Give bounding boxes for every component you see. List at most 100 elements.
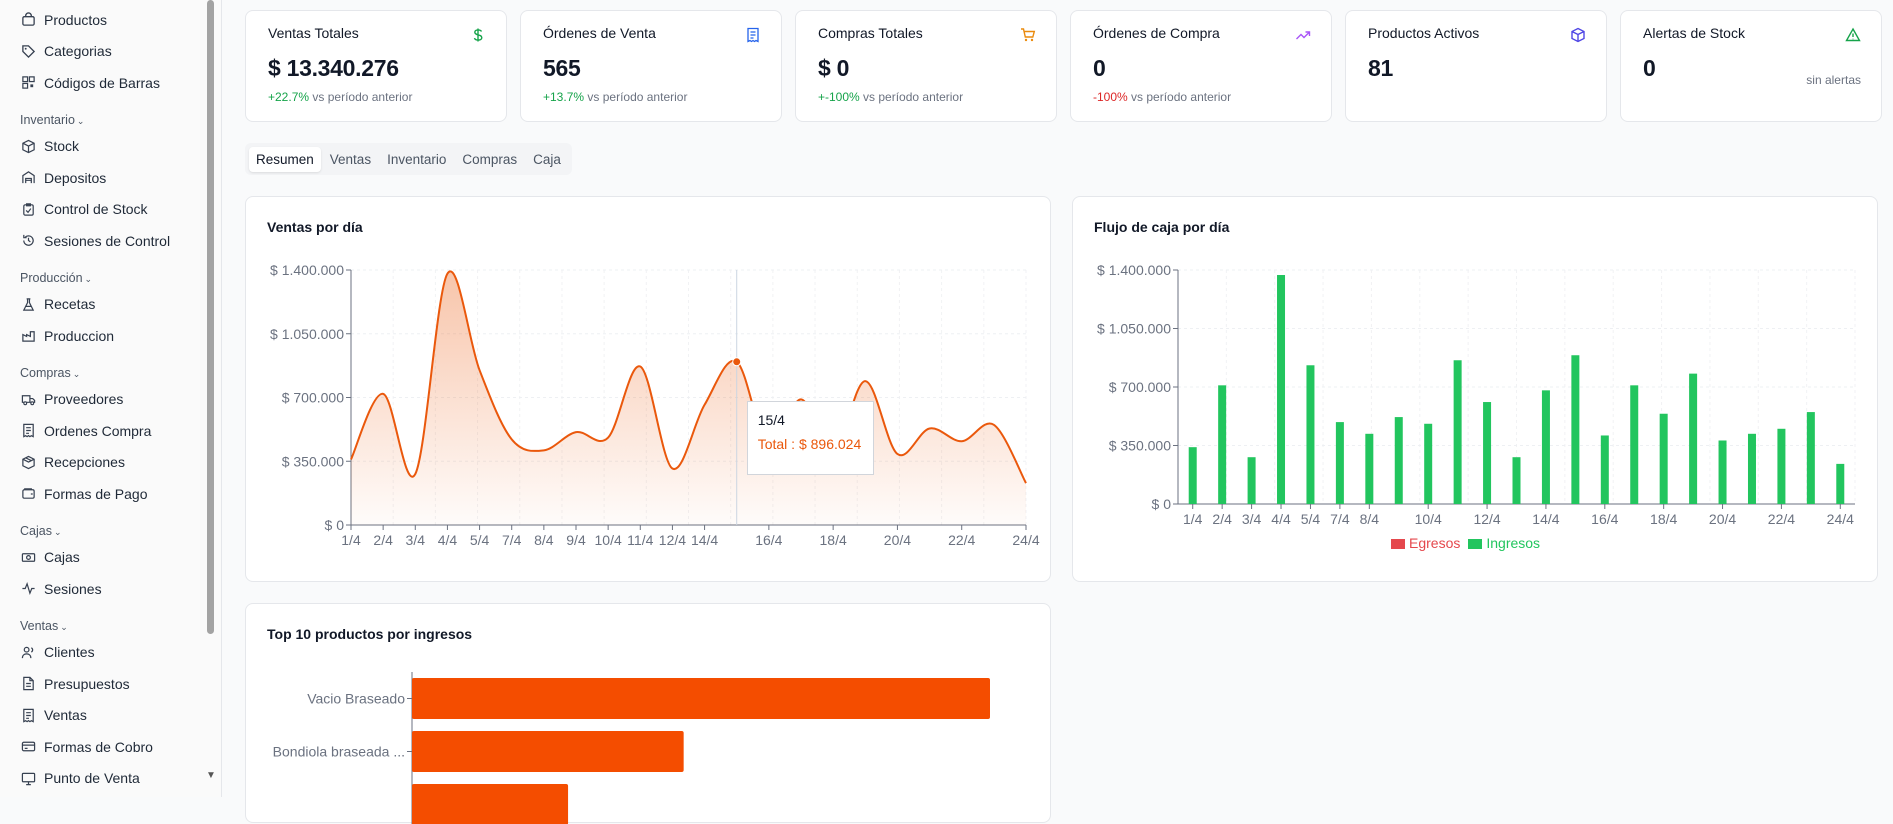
cash-bar-ingresos[interactable] bbox=[1806, 412, 1815, 504]
cash-icon bbox=[21, 552, 36, 562]
cash-bar-ingresos[interactable] bbox=[1571, 355, 1580, 504]
cash-bar-ingresos[interactable] bbox=[1512, 457, 1521, 504]
cash-bar-ingresos[interactable] bbox=[1836, 463, 1845, 504]
bag-icon bbox=[22, 12, 35, 27]
legend-label: Egresos bbox=[1409, 535, 1461, 551]
sidebar-item-4-0[interactable]: Cajas bbox=[0, 542, 205, 574]
kpi-title: Compras Totales bbox=[818, 25, 923, 41]
sidebar-item-label: Presupuestos bbox=[44, 675, 130, 692]
sidebar-item-label: Sesiones de Control bbox=[44, 232, 171, 249]
cash-bar-ingresos[interactable] bbox=[1394, 417, 1403, 504]
cash-bar-ingresos[interactable] bbox=[1718, 440, 1727, 504]
sales-xtick-label: 9/4 bbox=[566, 532, 586, 548]
sales-xtick-label: 4/4 bbox=[438, 532, 458, 548]
sidebar-item-5-3[interactable]: Formas de Cobro bbox=[0, 731, 205, 763]
kpi-delta-row: -100% vs período anterior bbox=[1093, 90, 1309, 104]
cash-bar-ingresos[interactable] bbox=[1453, 360, 1462, 504]
kpi-sub-label: vs período anterior bbox=[312, 90, 413, 104]
sidebar-item-0-1[interactable]: Categorias bbox=[0, 36, 205, 68]
sidebar-item-2-0[interactable]: Recetas bbox=[0, 289, 205, 321]
sidebar-item-0-0[interactable]: Productos bbox=[0, 4, 205, 36]
scroll-down-arrow-icon[interactable]: ▼ bbox=[206, 770, 216, 781]
top-product-bar[interactable] bbox=[412, 784, 569, 824]
tab-caja[interactable]: Caja bbox=[533, 151, 561, 167]
sales-xtick-label: 16/4 bbox=[755, 532, 782, 548]
sidebar-item-2-1[interactable]: Produccion bbox=[0, 320, 205, 352]
dollar-icon bbox=[473, 28, 483, 42]
sidebar-scrollbar-thumb[interactable] bbox=[207, 0, 214, 634]
tooltip-value: Total : $ 896.024 bbox=[757, 436, 862, 452]
legend-item-0[interactable]: Egresos bbox=[1391, 535, 1460, 551]
cash-bar-ingresos[interactable] bbox=[1218, 385, 1227, 504]
cash-bar-ingresos[interactable] bbox=[1777, 428, 1786, 504]
sidebar-item-label: Stock bbox=[44, 138, 80, 155]
sidebar-item-3-2[interactable]: Recepciones bbox=[0, 447, 205, 479]
cash-bar-ingresos[interactable] bbox=[1483, 402, 1492, 504]
sales-xtick-label: 20/4 bbox=[884, 532, 911, 548]
cash-bar-ingresos[interactable] bbox=[1188, 447, 1197, 504]
cash-bar-ingresos[interactable] bbox=[1541, 390, 1550, 504]
legend-item-1[interactable]: Ingresos bbox=[1468, 535, 1540, 551]
sidebar-item-1-1[interactable]: Depositos bbox=[0, 162, 205, 194]
cash-ytick-label: $ 1.400.000 bbox=[1097, 262, 1171, 278]
tab-resumen[interactable]: Resumen bbox=[249, 146, 321, 172]
sidebar-group-4[interactable]: Cajas ⌄ bbox=[0, 520, 205, 542]
sidebar-item-5-4[interactable]: Punto de Venta bbox=[0, 763, 205, 795]
sidebar-item-5-0[interactable]: Clientes bbox=[0, 637, 205, 669]
receipt-icon bbox=[747, 27, 759, 43]
sales-ytick-label: $ 1.050.000 bbox=[270, 326, 344, 342]
sales-line bbox=[350, 270, 1027, 484]
sales-active-dot[interactable] bbox=[732, 357, 742, 367]
sidebar-item-0-2[interactable]: Códigos de Barras bbox=[0, 67, 205, 99]
sidebar-item-label: Cajas bbox=[44, 549, 80, 566]
sidebar-item-1-0[interactable]: Stock bbox=[0, 131, 205, 163]
sidebar-item-1-3[interactable]: Sesiones de Control bbox=[0, 225, 205, 257]
cash-bar-ingresos[interactable] bbox=[1659, 413, 1668, 504]
sidebar-group-1[interactable]: Inventario ⌄ bbox=[0, 109, 205, 131]
cash-bar-ingresos[interactable] bbox=[1247, 457, 1256, 504]
cash-xtick-label: 20/4 bbox=[1709, 511, 1736, 527]
legend-swatch bbox=[1391, 539, 1405, 550]
sidebar-item-label: Recetas bbox=[44, 296, 96, 313]
top-product-bar[interactable] bbox=[412, 678, 990, 719]
sidebar-item-3-1[interactable]: Ordenes Compra bbox=[0, 415, 205, 447]
sidebar-item-3-0[interactable]: Proveedores bbox=[0, 384, 205, 416]
sidebar-group-3[interactable]: Compras ⌄ bbox=[0, 362, 205, 384]
cash-bar-ingresos[interactable] bbox=[1689, 373, 1698, 504]
kpi-delta: +13.7% bbox=[543, 90, 585, 104]
sales-xtick-label: 5/4 bbox=[470, 532, 490, 548]
chevron-down-icon: ⌄ bbox=[60, 621, 68, 632]
tab-ventas[interactable]: Ventas bbox=[329, 151, 372, 167]
sidebar-item-4-1[interactable]: Sesiones bbox=[0, 573, 205, 605]
credit-card-icon bbox=[21, 741, 36, 752]
sidebar-item-label: Sesiones bbox=[44, 580, 102, 597]
tab-compras[interactable]: Compras bbox=[462, 151, 518, 167]
activity-icon bbox=[22, 582, 35, 596]
cash-bar-ingresos[interactable] bbox=[1306, 365, 1315, 504]
sidebar-group-2[interactable]: Producción ⌄ bbox=[0, 267, 205, 289]
top-product-bar[interactable] bbox=[412, 731, 684, 772]
cash-xtick-label: 14/4 bbox=[1532, 511, 1559, 527]
sales-xtick-label: 22/4 bbox=[948, 532, 975, 548]
sidebar-item-3-3[interactable]: Formas de Pago bbox=[0, 478, 205, 510]
tab-inventario[interactable]: Inventario bbox=[387, 151, 447, 167]
sidebar-item-5-2[interactable]: Ventas bbox=[0, 700, 205, 732]
chevron-down-icon: ⌄ bbox=[53, 526, 62, 537]
cash-bar-ingresos[interactable] bbox=[1365, 433, 1374, 504]
sales-ytick-label: $ 700.000 bbox=[282, 390, 344, 406]
sidebar-group-label: Cajas bbox=[20, 523, 52, 538]
truck-icon bbox=[21, 394, 36, 405]
kpi-delta: +22.7% bbox=[268, 90, 310, 104]
sidebar-group-5[interactable]: Ventas ⌄ bbox=[0, 615, 205, 637]
cash-bar-ingresos[interactable] bbox=[1630, 385, 1639, 504]
cash-bar-ingresos[interactable] bbox=[1335, 422, 1344, 504]
cash-bar-ingresos[interactable] bbox=[1600, 435, 1609, 504]
cash-bar-ingresos[interactable] bbox=[1747, 433, 1756, 504]
sidebar-item-label: Recepciones bbox=[44, 454, 125, 471]
dashboard-main: Ventas Totales $ 13.340.276 +22.7% vs perí… bbox=[245, 0, 1885, 824]
cash-bar-ingresos[interactable] bbox=[1424, 423, 1433, 504]
sidebar-item-5-1[interactable]: Presupuestos bbox=[0, 668, 205, 700]
sidebar-item-1-2[interactable]: Control de Stock bbox=[0, 194, 205, 226]
cash-bar-ingresos[interactable] bbox=[1277, 275, 1286, 504]
